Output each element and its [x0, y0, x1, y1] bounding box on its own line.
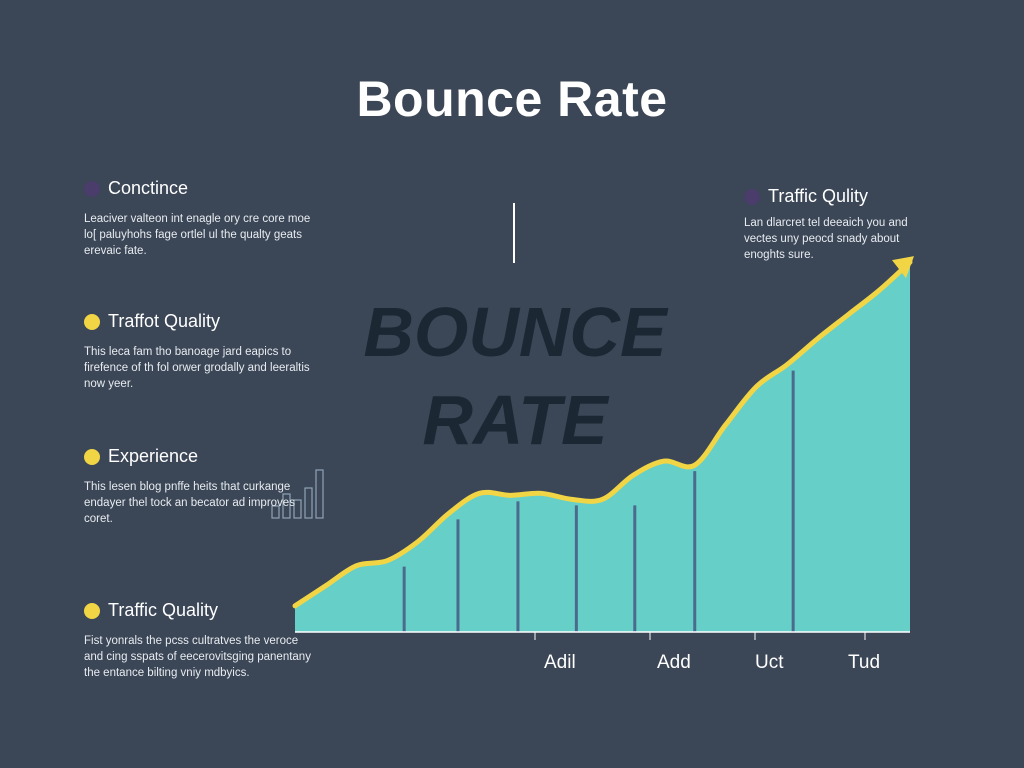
legend-dot: [84, 448, 100, 465]
inset-bar: [304, 487, 313, 519]
legend-label: Traffic Quality: [108, 600, 219, 620]
legend-description: This lesen blog pnffe heits that curkang…: [84, 481, 295, 525]
legend-label: Experience: [108, 446, 199, 466]
chart-title: Bounce Rate: [356, 71, 668, 127]
watermark-line-2: RATE: [422, 381, 608, 459]
legend-label: Traffic Qulity: [768, 186, 869, 206]
legend-dot: [84, 313, 100, 330]
x-tick-label: Tud: [848, 652, 881, 673]
x-tick-label: Adil: [544, 652, 576, 673]
area-fill: [295, 262, 910, 632]
legend-item-traffic-quality: Traffic Quality Fist yonrals the pcss cu…: [84, 600, 314, 681]
legend-description: Lan dlarcret tel deeaich you and vectes …: [744, 217, 908, 261]
series-line: [292, 259, 913, 609]
inset-bar: [282, 493, 291, 519]
legend-item-conctince: Conctince Leaciver valteon int enagle or…: [84, 178, 314, 259]
inset-bar: [315, 469, 324, 519]
trend-arrowhead: [892, 256, 914, 279]
legend-dot: [84, 602, 100, 619]
legend-description: This leca fam tho banoage jard eapics to…: [84, 346, 310, 390]
legend-label: Traffot Quality: [108, 311, 221, 331]
legend-dot: [84, 180, 100, 197]
legend-item-traffic-qulity: Traffic Qulity Lan dlarcret tel deeaich …: [744, 186, 919, 263]
legend-item-experience: Experience This lesen blog pnffe heits t…: [84, 446, 314, 527]
legend-dot: [744, 188, 760, 205]
legend-description: Fist yonrals the pcss cultratves the ver…: [84, 635, 311, 679]
legend-item-traffot-quality: Traffot Quality This leca fam tho banoag…: [84, 311, 314, 392]
x-tick-label: Add: [657, 652, 691, 673]
inset-bar: [293, 499, 302, 519]
watermark-line-1: BOUNCE: [363, 293, 667, 371]
legend-description: Leaciver valteon int enagle ory cre core…: [84, 213, 311, 257]
legend-label: Conctince: [108, 178, 189, 198]
x-tick-label: Uct: [755, 652, 784, 673]
inset-bar: [271, 505, 280, 519]
